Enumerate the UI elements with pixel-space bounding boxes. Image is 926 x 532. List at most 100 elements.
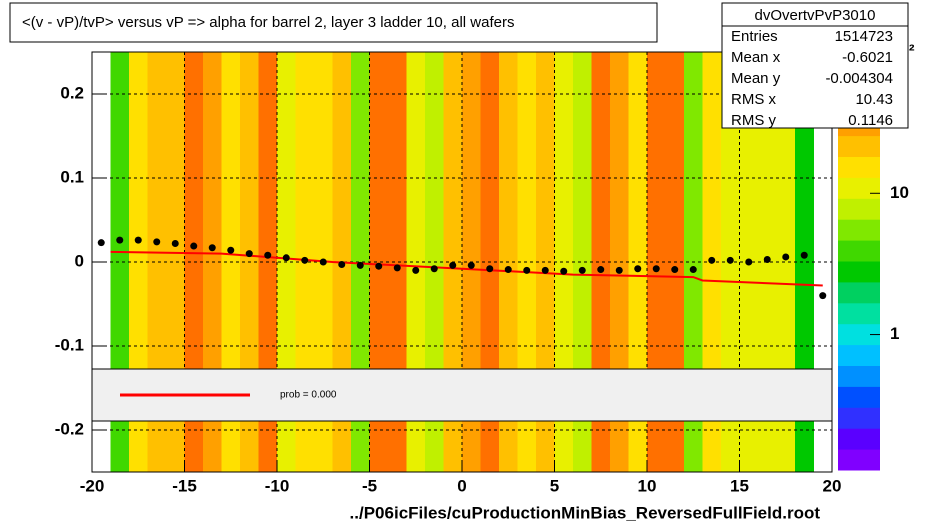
profile-point <box>449 261 457 269</box>
y-tick-label: -0.2 <box>55 419 84 438</box>
color-bar-cell <box>838 135 880 157</box>
x-tick-label: 5 <box>550 476 559 495</box>
profile-point <box>190 242 198 250</box>
heatmap-cell <box>536 52 555 472</box>
x-tick-label: -10 <box>265 476 290 495</box>
color-bar-cell <box>838 240 880 262</box>
x-tick-label: 20 <box>823 476 842 495</box>
x-tick-label: 10 <box>638 476 657 495</box>
color-bar-cell <box>838 302 880 325</box>
profile-point <box>208 244 216 252</box>
profile-point <box>430 265 438 273</box>
heatmap-cell <box>795 52 814 472</box>
profile-point <box>782 253 790 261</box>
legend-label: prob = 0.000 <box>280 390 337 401</box>
x-tick-label: -20 <box>80 476 105 495</box>
profile-point <box>800 251 808 259</box>
color-bar-cell <box>838 281 880 304</box>
profile-point <box>282 254 290 262</box>
profile-point <box>615 266 623 274</box>
profile-point <box>319 258 327 266</box>
x-tick-label: 15 <box>730 476 749 495</box>
y-tick-label: 0.1 <box>60 167 84 186</box>
y-tick-label: -0.1 <box>55 335 84 354</box>
profile-point <box>264 251 272 259</box>
profile-point <box>652 265 660 273</box>
x-tick-label: 0 <box>457 476 466 495</box>
stats-value: -0.004304 <box>825 70 893 87</box>
profile-point <box>819 292 827 300</box>
color-bar-cell <box>838 386 880 408</box>
profile-point <box>726 256 734 264</box>
color-bar-cell <box>838 198 880 220</box>
profile-point <box>227 246 235 254</box>
color-bar-cell <box>838 449 880 471</box>
profile-point <box>375 262 383 270</box>
heatmap-cell <box>129 52 148 472</box>
x-tick-label: -15 <box>172 476 197 495</box>
profile-point <box>338 261 346 269</box>
profile-point <box>671 266 679 274</box>
color-bar-cell <box>838 156 880 178</box>
y-tick-label: 0 <box>75 251 84 270</box>
profile-point <box>301 256 309 264</box>
heatmap-cell <box>369 52 389 472</box>
stats-title: dvOvertvPvP3010 <box>755 7 876 24</box>
profile-point <box>116 236 124 244</box>
color-bar-cell <box>838 219 880 241</box>
color-bar-cell <box>838 177 880 199</box>
color-bar-cell <box>838 428 880 450</box>
x-axis-label: ../P06icFiles/cuProductionMinBias_Revers… <box>350 503 821 522</box>
x-tick-label: -5 <box>362 476 377 495</box>
heatmap-cell <box>147 52 167 472</box>
profile-point <box>153 238 161 246</box>
stats-value: 0.1146 <box>848 112 893 129</box>
profile-point <box>541 266 549 274</box>
chart-title: <(v - vP)/tvP> versus vP => alpha for ba… <box>22 14 514 31</box>
stats-value: 1514723 <box>835 28 893 45</box>
heatmap-cell <box>573 52 592 472</box>
profile-point <box>578 266 586 274</box>
fit-line <box>110 250 823 287</box>
profile-point <box>689 266 697 274</box>
profile-point <box>504 266 512 274</box>
heatmap-cell <box>591 52 611 472</box>
heatmap-cell <box>110 52 130 472</box>
profile-point <box>467 261 475 269</box>
heatmap-cell <box>388 52 407 472</box>
stats-box <box>721 2 909 129</box>
z-tick-label: 10 <box>890 183 909 202</box>
profile-point <box>356 261 364 269</box>
stats-label: Mean x <box>731 49 781 66</box>
profile-point <box>97 239 105 247</box>
color-bar-cell <box>838 261 880 283</box>
heatmap-cell <box>776 52 796 472</box>
profile-point <box>708 256 716 264</box>
y-tick-label: 0.2 <box>60 83 84 102</box>
profile-point <box>634 265 642 273</box>
profile-point <box>393 264 401 272</box>
profile-point <box>597 266 605 274</box>
profile-point <box>171 240 179 248</box>
title-box <box>9 2 658 43</box>
profile-point <box>245 250 253 258</box>
heatmap-cell <box>554 52 574 472</box>
stats-label: Entries <box>731 28 778 45</box>
profile-point <box>134 236 142 244</box>
stats-label: Mean y <box>731 70 781 87</box>
color-bar-cell <box>838 407 880 429</box>
color-bar-cell <box>838 344 880 366</box>
stats-label: RMS x <box>731 91 777 108</box>
color-bar-cell <box>838 365 880 387</box>
profile-point <box>745 258 753 266</box>
stats-value: 10.43 <box>855 91 893 108</box>
stats-value: -0.6021 <box>842 49 893 66</box>
heatmap-cell <box>166 52 185 472</box>
heatmap-cell <box>610 52 629 472</box>
stats-label: RMS y <box>731 112 777 129</box>
profile-point <box>486 265 494 273</box>
profile-point <box>560 267 568 275</box>
profile-point <box>763 255 771 263</box>
z-tick-label: 1 <box>890 324 899 343</box>
